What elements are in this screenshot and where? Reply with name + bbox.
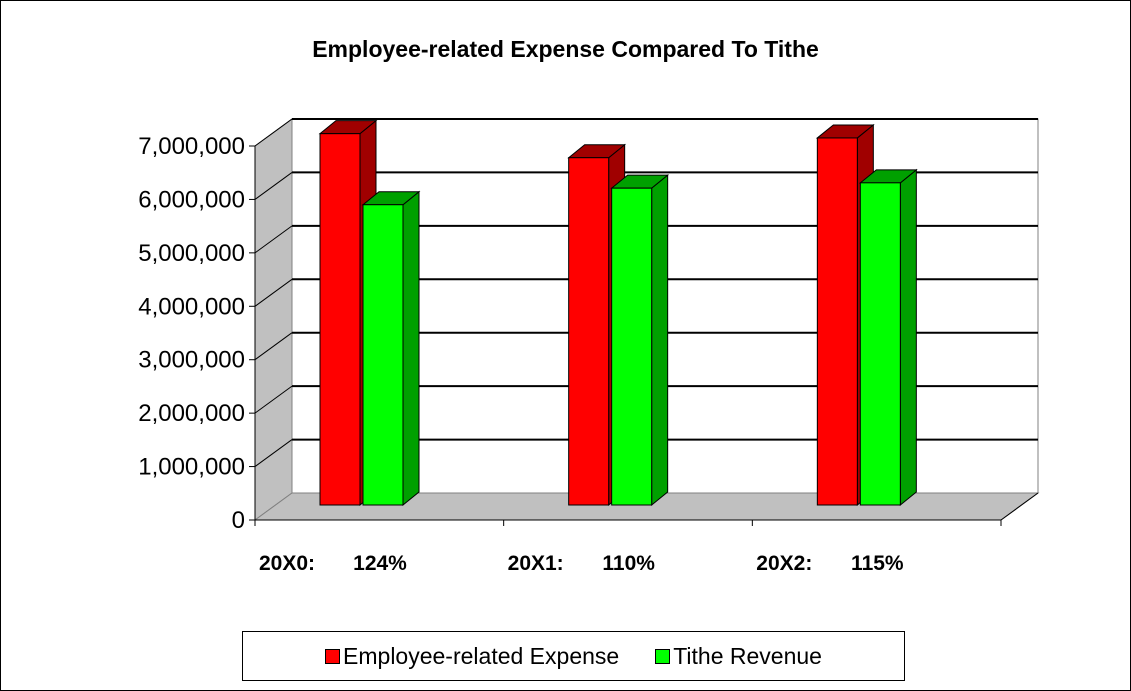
category-ratio-label: 110% — [602, 552, 655, 575]
bar — [568, 157, 610, 506]
legend-label-expense: Employee-related Expense — [343, 642, 620, 669]
bar-side — [651, 174, 669, 507]
category-ratio-label: 124% — [353, 552, 407, 575]
y-tick-label: 5,000,000 — [138, 240, 245, 267]
y-tick-label: 3,000,000 — [138, 347, 245, 374]
legend-item-tithe: Tithe Revenue — [655, 643, 822, 670]
gridline-side — [254, 225, 293, 254]
legend-item-expense: Employee-related Expense — [325, 643, 619, 670]
gridline-side — [254, 118, 293, 147]
x-tick-label: 20X2: — [756, 552, 812, 575]
gridline-side — [254, 332, 293, 361]
y-tick-label: 2,000,000 — [138, 400, 245, 427]
legend-swatch-tithe — [655, 648, 671, 664]
legend: Employee-related Expense Tithe Revenue — [242, 631, 905, 681]
x-tick-label: 20X1: — [508, 552, 564, 575]
x-tick-label: 20X0: — [259, 552, 315, 575]
chart-title: Employee-related Expense Compared To Tit… — [312, 36, 819, 62]
bar — [859, 182, 901, 506]
bar — [816, 137, 858, 506]
bar — [611, 187, 653, 506]
bar-side — [402, 190, 420, 507]
legend-label-tithe: Tithe Revenue — [673, 642, 822, 669]
y-tick-label: 6,000,000 — [138, 186, 245, 213]
y-tick-label: 1,000,000 — [138, 454, 245, 481]
bar — [319, 133, 361, 506]
category-ratio-label: 115% — [851, 552, 904, 575]
y-tick-label: 0 — [232, 507, 245, 534]
gridline-side — [254, 385, 293, 414]
y-tick-label: 7,000,000 — [138, 133, 245, 160]
legend-swatch-expense — [325, 648, 341, 664]
bar-side — [899, 168, 917, 507]
side-wall — [254, 118, 293, 521]
bar — [362, 204, 404, 506]
y-tick-label: 4,000,000 — [138, 293, 245, 320]
gridline-side — [254, 278, 293, 307]
gridline-side — [254, 439, 293, 467]
gridline-side — [254, 172, 293, 200]
x-axis-depth — [1000, 492, 1039, 521]
